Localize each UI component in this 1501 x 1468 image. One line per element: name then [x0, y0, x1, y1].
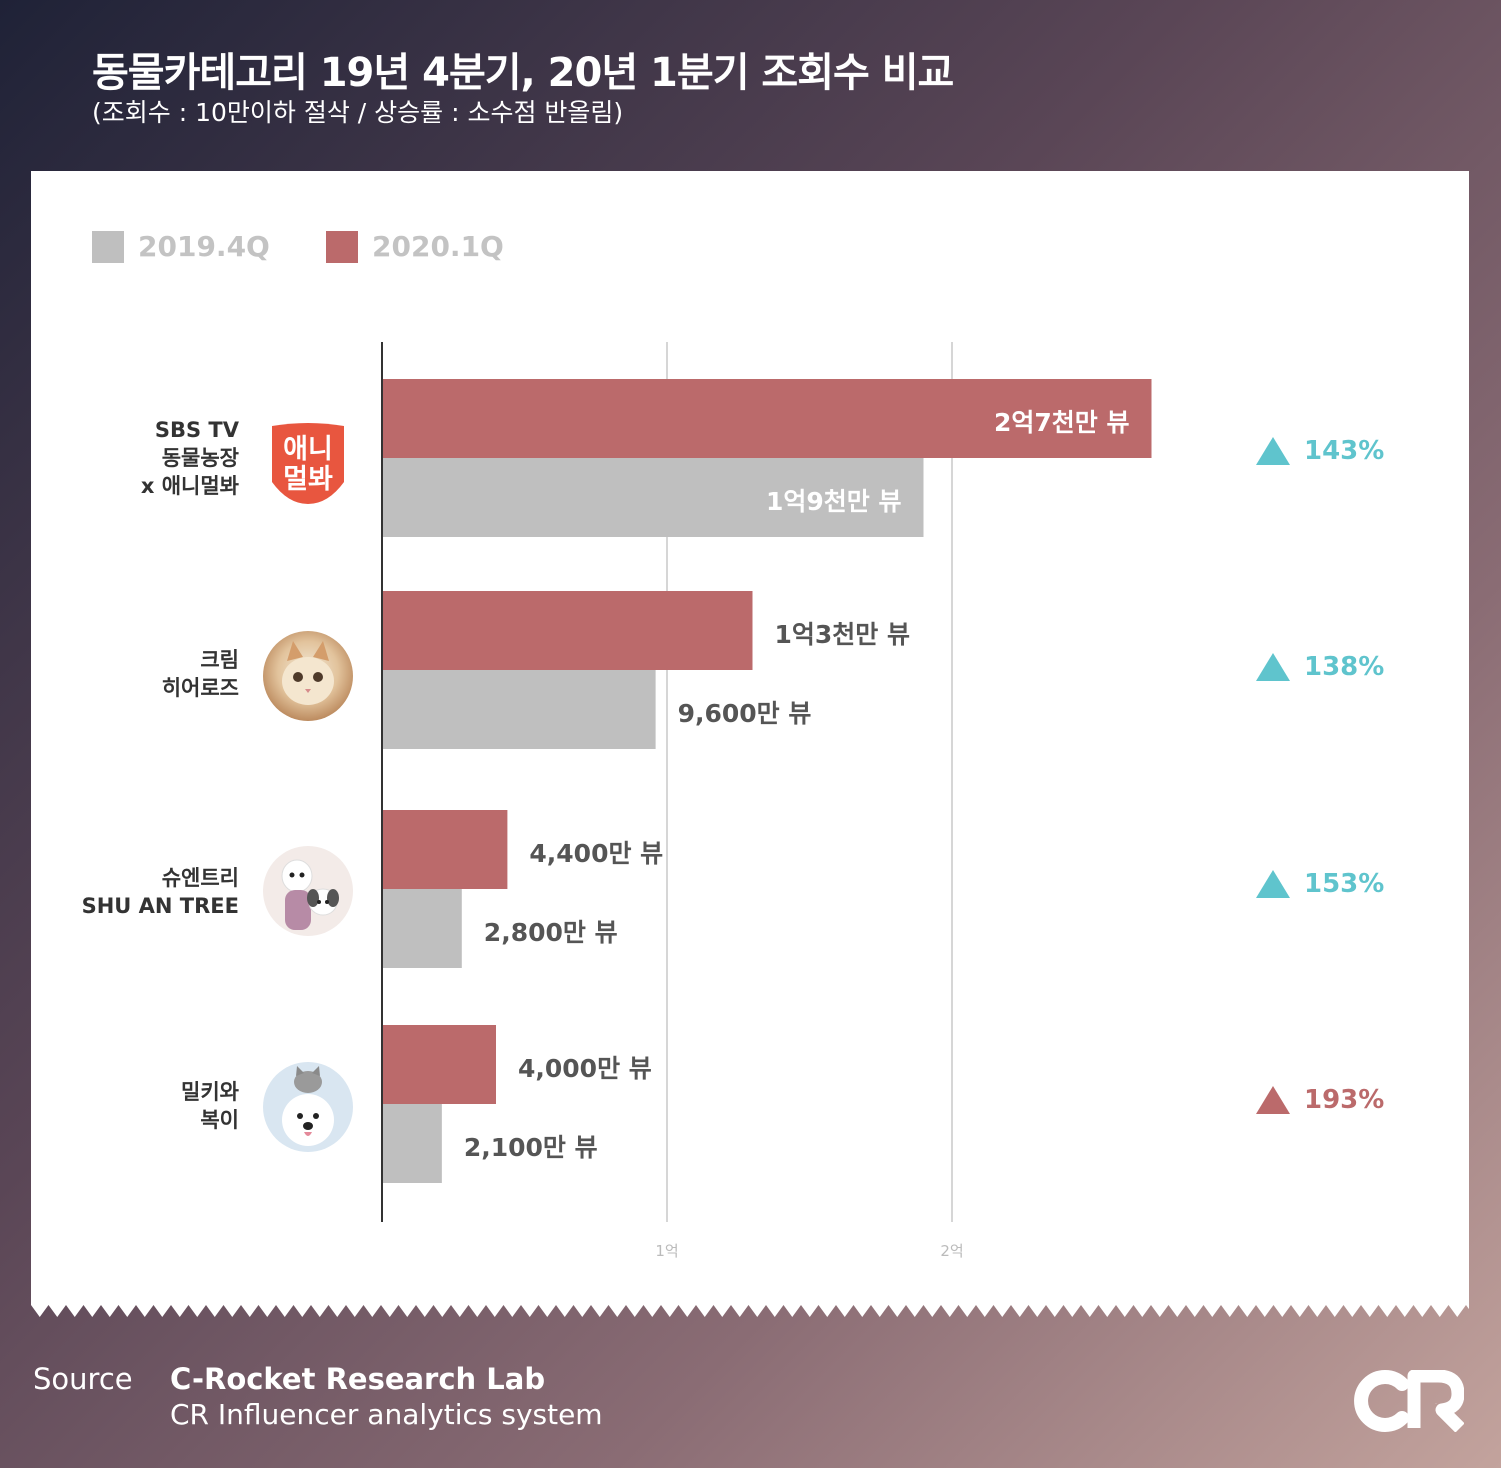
x-tick-label: 1억	[655, 1242, 679, 1260]
bar-value-label: 1억3천만 뷰	[774, 619, 911, 649]
legend-item-q4: 2019.4Q	[92, 230, 270, 263]
logo-text-top: 애니	[283, 434, 333, 465]
bar-q4-0	[382, 458, 924, 537]
growth-rate-value: 143%	[1304, 436, 1385, 466]
up-triangle-icon	[1256, 1086, 1290, 1114]
category-line: 히어로즈	[161, 676, 239, 700]
bar-q1-3	[382, 1025, 496, 1104]
dogs-icon	[281, 859, 339, 930]
bar-value-label: 2억7천만 뷰	[994, 407, 1130, 437]
bar-q1-2	[382, 810, 508, 889]
bar-q1-1	[382, 591, 753, 670]
category-line: x 애니멀봐	[140, 474, 239, 498]
legend-item-q1: 2020.1Q	[326, 230, 504, 263]
up-triangle-icon	[1256, 870, 1290, 898]
growth-rate-shu-an-tree: 153%	[1256, 869, 1384, 899]
category-line: 슈엔트리	[161, 866, 239, 890]
legend-label-q4: 2019.4Q	[138, 230, 270, 263]
bar-value-label: 4,400만 뷰	[529, 838, 664, 868]
page-subtitle: (조회수 : 10만이하 절삭 / 상승률 : 소수점 반올림)	[92, 98, 624, 127]
bar-value-label: 4,000만 뷰	[518, 1053, 652, 1083]
source-name: C-Rocket Research Lab	[170, 1362, 546, 1396]
cat-dog-icon	[282, 1066, 334, 1146]
category-line: 복이	[200, 1108, 239, 1132]
growth-rate-value: 153%	[1304, 869, 1385, 899]
growth-rate-milky-boki: 193%	[1256, 1085, 1384, 1115]
bar-chart	[381, 342, 1152, 1222]
category-line: 크림	[200, 648, 239, 672]
category-line: 밀키와	[181, 1080, 239, 1104]
up-triangle-icon	[1256, 437, 1290, 465]
growth-rate-value: 193%	[1304, 1085, 1385, 1115]
brand-mark-text: CR	[1435, 1403, 1437, 1405]
cr-brand-logo: CR	[1354, 1370, 1464, 1432]
bar-value-label: 1억9천만 뷰	[766, 486, 902, 516]
source-system: CR Influencer analytics system	[170, 1398, 603, 1431]
category-line: SHU AN TREE	[81, 894, 239, 918]
category-label-animal-farm: SBS TV 동물농장 x 애니멀봐	[141, 416, 239, 500]
category-line: 동물농장	[161, 446, 239, 470]
avatar-milky-boki	[263, 1062, 353, 1152]
bar-q4-3	[382, 1104, 442, 1183]
legend-swatch-q4	[92, 230, 124, 263]
logo-text-bottom: 멀봐	[283, 464, 333, 495]
card-zigzag-edge	[31, 1305, 1469, 1317]
legend-label-q1: 2020.1Q	[372, 230, 504, 263]
bar-value-label: 2,100만 뷰	[463, 1132, 598, 1162]
category-label-milky-boki: 밀키와 복이	[181, 1078, 239, 1134]
category-label-shu-an-tree: 슈엔트리 SHU AN TREE	[82, 864, 239, 920]
category-label-cream-heroes: 크림 히어로즈	[162, 646, 239, 702]
growth-rate-cream-heroes: 138%	[1256, 652, 1384, 682]
growth-rate-value: 138%	[1304, 652, 1385, 682]
cat-face-icon	[282, 641, 334, 705]
growth-rate-animal-farm: 143%	[1256, 436, 1384, 466]
avatar-cream-heroes	[263, 631, 353, 721]
up-triangle-icon	[1256, 653, 1290, 681]
x-tick-label: 2억	[940, 1242, 964, 1260]
bar-q4-2	[382, 889, 462, 968]
category-line: SBS TV	[154, 418, 239, 442]
legend-swatch-q1	[326, 230, 358, 263]
source-label: Source	[33, 1362, 133, 1396]
page-title: 동물카테고리 19년 4분기, 20년 1분기 조회수 비교	[92, 50, 954, 96]
animalbwa-logo: 애니 멀봐	[272, 423, 344, 504]
bar-q1-0	[382, 379, 1152, 458]
bar-value-label: 9,600만 뷰	[677, 698, 812, 728]
avatar-shu-an-tree	[263, 846, 353, 936]
bar-q4-1	[382, 670, 656, 749]
bar-value-label: 2,800만 뷰	[483, 917, 618, 947]
